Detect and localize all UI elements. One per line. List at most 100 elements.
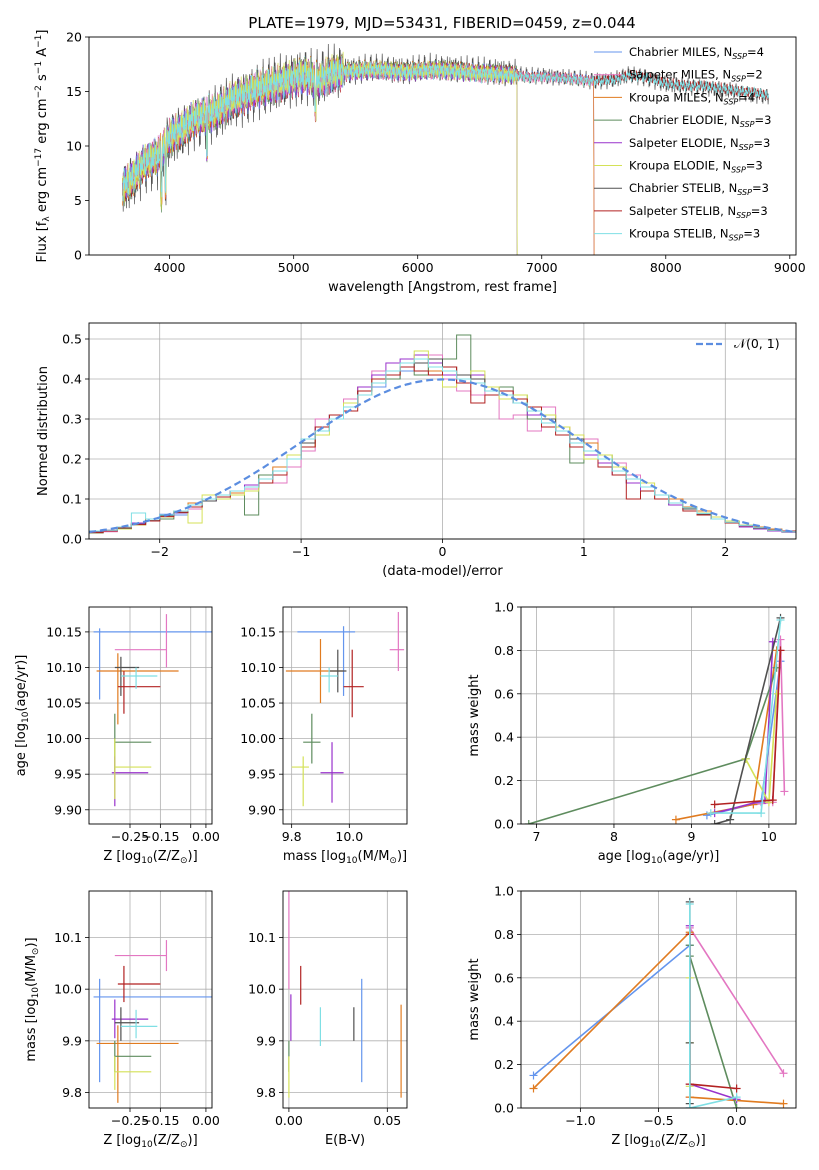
x-tick-label: 7 <box>533 829 541 844</box>
y-tick-label: 10.0 <box>54 982 82 997</box>
y-tick-label: 0 <box>74 248 82 263</box>
y-tick-label: 9.9 <box>256 1033 276 1048</box>
normal-curve <box>89 378 796 534</box>
spectrum-line <box>122 54 595 255</box>
legend-label: 𝒩(0, 1) <box>734 336 780 351</box>
y-tick-label: 0.1 <box>62 492 82 507</box>
spectrum-line <box>122 58 595 255</box>
legend-label: Chabrier STELIB, NSSP=3 <box>629 181 769 197</box>
y-tick-label: 0.0 <box>62 532 82 547</box>
axes-frame <box>88 606 213 825</box>
weight-vs-metallicity-panel: −1.0 −0.5 0.0 0.0 0.2 0.4 0.6 0.8 1.0 Z [log10(Z/… <box>467 884 797 1150</box>
plot-area <box>529 897 788 1108</box>
y-tick-label: 0.4 <box>62 372 82 387</box>
y-axis-label: age [log10(age/yr)] <box>14 655 31 777</box>
weight-marker <box>726 815 735 824</box>
weight-marker <box>706 809 715 818</box>
weight-line <box>689 934 737 1090</box>
y-tick-label: 10.05 <box>240 696 276 711</box>
weight-marker <box>710 820 719 824</box>
weight-marker <box>671 815 680 824</box>
y-tick-label: 10 <box>66 139 82 154</box>
y-tick-label: 10.00 <box>46 731 82 746</box>
mass-vs-extinction-panel: 0.00 0.05 9.8 9.9 10.0 10.1 E(B-V) <box>248 890 408 1148</box>
y-tick-label: 0.0 <box>494 1101 514 1116</box>
y-tick-label: 15 <box>66 84 82 99</box>
y-tick-label: 10.10 <box>46 660 82 675</box>
axes-frame <box>520 606 797 825</box>
weight-line <box>689 925 737 1101</box>
plot-area <box>93 614 212 807</box>
x-tick-label: 10 <box>761 829 777 844</box>
x-axis-label: mass [log10(M/M⊙)] <box>283 849 407 866</box>
y-tick-label: 9.8 <box>62 1085 82 1100</box>
y-tick-label: 1.0 <box>494 600 514 615</box>
spectrum-line <box>122 57 595 255</box>
axes-frame <box>282 890 408 1109</box>
y-tick-label: 0.3 <box>62 412 82 427</box>
y-tick-label: 5 <box>74 193 82 208</box>
y-tick-label: 9.8 <box>256 1085 276 1100</box>
y-axis-label: mass weight <box>467 958 482 1040</box>
weight-marker <box>529 1084 538 1093</box>
y-tick-label: 10.00 <box>240 731 276 746</box>
legend-label: Salpeter STELIB, NSSP=3 <box>629 204 768 220</box>
y-tick-label: 0.2 <box>62 452 82 467</box>
axes-frame <box>520 890 797 1109</box>
y-tick-label: 1.0 <box>494 884 514 899</box>
x-axis-label: (data-model)/error <box>382 564 503 579</box>
weight-marker <box>779 1099 788 1108</box>
plot-area <box>122 43 769 255</box>
weight-marker <box>524 820 533 824</box>
residuals-panel: −2 −1 0 1 2 0.0 0.1 0.2 0.3 0.4 0.5 (data-model)/er… <box>36 322 797 579</box>
weight-line <box>689 945 738 1108</box>
legend-label: Kroupa ELODIE, NSSP=3 <box>629 159 763 175</box>
spectrum-panel: 4000 5000 6000 7000 8000 9000 0 5 10 15 20 waveleng… <box>34 30 806 296</box>
y-tick-label: 10.0 <box>248 982 276 997</box>
weight-marker <box>776 616 785 625</box>
age-vs-metallicity-panel: −0.25−0.15 0.00 9.90 9.95 10.00 10.05 10.10 10.… <box>14 606 220 866</box>
x-tick-label: 8 <box>610 829 618 844</box>
x-tick-label: −0.15 <box>141 829 179 844</box>
y-tick-label: 9.9 <box>62 1033 82 1048</box>
weight-marker <box>685 1104 694 1108</box>
x-axis-label: Z [log10(Z/Z⊙)] <box>611 1133 705 1150</box>
weight-marker <box>780 787 789 796</box>
y-tick-label: 0.8 <box>494 643 514 658</box>
spectrum-line <box>122 55 769 202</box>
plot-area <box>89 334 796 534</box>
x-tick-label: −0.15 <box>141 1113 179 1128</box>
x-axis-label: Z [log10(Z/Z⊙)] <box>103 1133 197 1150</box>
y-tick-label: 0.2 <box>494 773 514 788</box>
legend-label: Chabrier MILES, NSSP=4 <box>629 45 764 61</box>
x-tick-label: 0.05 <box>373 1113 401 1128</box>
y-tick-label: 9.90 <box>54 802 82 817</box>
x-tick-label: 0 <box>439 544 447 559</box>
x-tick-label: 8000 <box>650 260 682 275</box>
x-tick-label: −0.25 <box>111 829 149 844</box>
plot-area <box>93 940 212 1103</box>
weight-marker <box>710 800 719 809</box>
y-tick-label: 0.8 <box>494 927 514 942</box>
x-tick-label: 0.00 <box>275 1113 303 1128</box>
axes-frame <box>88 890 213 1109</box>
x-tick-label: 7000 <box>526 260 558 275</box>
axes-frame <box>282 606 408 825</box>
x-tick-label: 6000 <box>402 260 434 275</box>
weight-marker <box>768 796 777 805</box>
weight-marker <box>779 1069 788 1078</box>
x-tick-label: 1 <box>580 544 588 559</box>
y-tick-label: 0.5 <box>62 332 82 347</box>
y-tick-label: 9.90 <box>248 802 276 817</box>
x-axis-label: age [log10(age/yr)] <box>598 849 720 866</box>
y-tick-label: 0.6 <box>494 686 514 701</box>
legend-label: Salpeter ELODIE, NSSP=3 <box>629 136 770 152</box>
y-tick-label: 10.1 <box>54 930 82 945</box>
x-tick-label: −0.5 <box>643 1113 673 1128</box>
y-tick-label: 0.2 <box>494 1057 514 1072</box>
mass-vs-metallicity-panel: −0.25−0.15 0.00 9.8 9.9 10.0 10.1 Z [log10(Z/Z… <box>24 890 220 1150</box>
x-tick-label: −0.25 <box>111 1113 149 1128</box>
y-axis-label: mass [log10(M/M⊙)] <box>24 937 41 1061</box>
y-axis-label: mass weight <box>467 674 482 756</box>
weight-marker <box>685 900 694 909</box>
